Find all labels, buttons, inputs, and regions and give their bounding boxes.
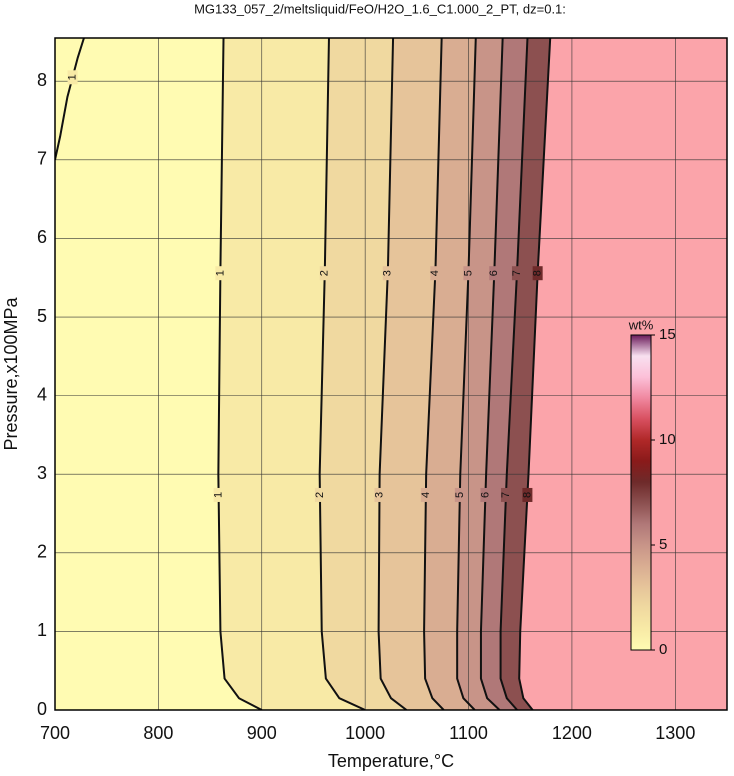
contour-label: 8 [521,492,533,498]
x-tick-label: 1200 [552,723,592,743]
contour-label-bg [314,487,325,502]
contour-label: 6 [479,492,491,498]
contour-label: 4 [429,270,441,276]
contour-label: 4 [420,492,432,498]
y-tick-label: 7 [37,149,47,169]
contour-label: 5 [454,492,466,498]
contour-label-bg [480,487,491,502]
contour-label: 6 [488,270,500,276]
contour-label-bg [430,266,441,281]
plot-area: 1 1 1 2 2 3 3 4 4 5 5 6 6 7 7 8 8 [55,38,727,710]
y-axis-label: Pressure,x100MPa [1,296,21,450]
contour-label: 3 [373,492,385,498]
contour-label-bg [213,487,224,502]
plot-frame [54,37,728,711]
contour-label: 2 [314,492,326,498]
contour-label: 2 [319,270,331,276]
contour-label-bg [500,487,511,502]
y-tick-label: 0 [37,699,47,719]
chart-title: MG133_057_2/meltsliquid/FeO/H2O_1.6_C1.0… [194,1,566,16]
y-tick-label: 4 [37,384,47,404]
contour-label: 8 [532,270,544,276]
contour-label-bg [454,487,465,502]
y-tick-label: 8 [37,70,47,90]
contour-label-bg [463,266,474,281]
contour-label-bg [382,266,393,281]
x-tick-label: 1100 [449,723,488,743]
contour-label-bg [522,487,533,502]
colorbar-tick-label: 0 [659,641,667,658]
x-axis-label: Temperature,°C [328,751,454,771]
y-tick-label: 2 [37,542,47,562]
x-tick-label: 900 [247,723,277,743]
x-tick-label: 1000 [345,723,385,743]
y-tick-label: 3 [37,463,47,483]
contour-label: 1 [213,492,225,498]
y-tick-label: 5 [37,306,47,326]
contour-label: 7 [511,270,523,276]
x-tick-label: 800 [143,723,173,743]
contour-label-bg [420,487,431,502]
colorbar-tick-label: 15 [659,326,676,343]
contour-label: 1 [66,74,78,80]
contour-label-bg [215,266,226,281]
contour-label-bg [532,266,543,281]
contour-label-bg [511,266,522,281]
contour-label: 3 [382,270,394,276]
y-tick-label: 1 [37,620,47,640]
contour-label-bg [67,70,78,85]
contour-label: 5 [462,270,474,276]
y-tick-label: 6 [37,227,47,247]
contour-label-bg [319,266,330,281]
contour-label-bg [489,266,500,281]
x-tick-label: 1300 [655,723,695,743]
contour-label: 7 [500,492,512,498]
contour-label-bg [374,487,385,502]
colorbar-tick-label: 10 [659,431,676,448]
contour-fill [519,38,727,710]
contour-label: 1 [214,270,226,276]
colorbar-tick-label: 5 [659,536,667,553]
x-tick-label: 700 [40,723,70,743]
colorbar-label: wt% [628,317,654,332]
colorbar [630,334,652,651]
